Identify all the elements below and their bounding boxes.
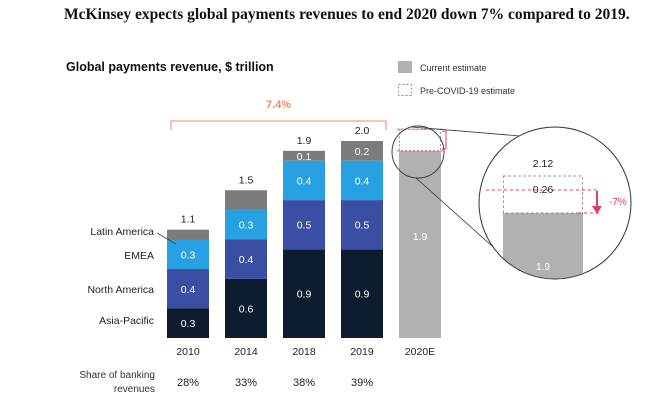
category-label-2019: 2019 bbox=[350, 346, 374, 358]
bar-asia-pacific-2018 bbox=[283, 249, 325, 338]
bar-latin-america-2019 bbox=[341, 141, 383, 161]
headline: McKinsey expects global payments revenue… bbox=[64, 6, 630, 23]
segment-label-latin-america-2018: 0.1 bbox=[297, 151, 312, 163]
category-label-2010: 2010 bbox=[176, 346, 200, 358]
segment-label-latin-america-2019: 0.2 bbox=[355, 146, 370, 158]
chart-title: Global payments revenue, $ trillion bbox=[66, 60, 274, 74]
zoom-callout: 2.12 0.26 1.9 -7% bbox=[391, 125, 632, 280]
share-values: 28% 33% 38% 39% bbox=[177, 377, 373, 389]
bars bbox=[167, 141, 441, 338]
pre-covid-gap-bracket bbox=[442, 130, 447, 150]
bar-latin-america-2010 bbox=[167, 229, 209, 240]
zoom-source-circle bbox=[391, 125, 445, 179]
share-value-2014: 33% bbox=[235, 377, 257, 389]
bar-emea-2010 bbox=[167, 239, 209, 270]
share-of-banking: Share of banking revenues 28% 33% 38% 39% bbox=[79, 370, 373, 395]
change-label: -7% bbox=[609, 197, 627, 208]
bar-emea-2018 bbox=[283, 160, 325, 201]
category-labels: 2010 2014 2018 2019 2020E bbox=[176, 346, 435, 358]
segment-label-emea-2018: 0.4 bbox=[297, 175, 312, 187]
bar-current-estimate-2020e bbox=[399, 150, 441, 338]
legend-label-pre-covid: Pre-COVID-19 estimate bbox=[420, 86, 515, 96]
segment-labels: 0.3 0.4 0.3 0.6 0.4 0.3 0.9 0.5 0.4 0.1 0.9 0.5 0.4 0… bbox=[181, 146, 428, 330]
bar-emea-2014 bbox=[225, 209, 267, 240]
zoom-connector-top bbox=[411, 126, 521, 137]
zoom-current-value-label: 1.9 bbox=[536, 262, 550, 273]
series-labels: Asia-Pacific North America EMEA Latin Ameri… bbox=[87, 226, 177, 327]
segment-label-north-america-2010: 0.4 bbox=[181, 284, 196, 296]
total-label-2019: 2.0 bbox=[355, 125, 370, 137]
pre-covid-estimate-marker bbox=[397, 128, 447, 152]
bar-asia-pacific-2010 bbox=[167, 308, 209, 338]
total-label-2018: 1.9 bbox=[297, 135, 312, 147]
total-label-2010: 1.1 bbox=[181, 214, 196, 226]
share-label-line1: Share of banking bbox=[79, 370, 155, 381]
bar-asia-pacific-2019 bbox=[341, 249, 383, 338]
share-value-2010: 28% bbox=[177, 377, 199, 389]
growth-rate-label: 7.4% bbox=[266, 99, 291, 111]
segment-label-emea-2019: 0.4 bbox=[355, 175, 370, 187]
segment-label-asia-pacific-2010: 0.3 bbox=[181, 318, 196, 330]
segment-label-asia-pacific-2014: 0.6 bbox=[239, 303, 254, 315]
category-label-2018: 2018 bbox=[292, 346, 316, 358]
share-value-2018: 38% bbox=[293, 377, 315, 389]
legend-swatch-current bbox=[398, 61, 412, 73]
zoom-current-estimate-bar bbox=[503, 213, 583, 279]
bar-north-america-2010 bbox=[167, 269, 209, 309]
zoom-pre-covid-total-label: 2.12 bbox=[533, 158, 554, 170]
series-label-north-america: North America bbox=[87, 284, 154, 296]
share-label-line2: revenues bbox=[114, 384, 155, 395]
zoom-circle-outline bbox=[478, 126, 632, 280]
growth-bracket-line bbox=[170, 120, 387, 130]
bar-latin-america-2018 bbox=[283, 150, 325, 161]
segment-label-emea-2010: 0.3 bbox=[181, 249, 196, 261]
segment-label-north-america-2019: 0.5 bbox=[355, 220, 370, 232]
segment-label-asia-pacific-2019: 0.9 bbox=[355, 289, 370, 301]
segment-label-current-estimate-2020e: 1.9 bbox=[413, 231, 428, 243]
series-label-emea: EMEA bbox=[124, 250, 154, 262]
legend-label-current: Current estimate bbox=[420, 63, 487, 73]
bar-asia-pacific-2014 bbox=[225, 278, 267, 338]
growth-bracket: 7.4% bbox=[170, 99, 387, 130]
zoom-inner: 2.12 0.26 1.9 bbox=[486, 158, 600, 279]
legend-swatch-pre-covid bbox=[398, 84, 412, 96]
bar-emea-2019 bbox=[341, 160, 383, 201]
bar-north-america-2014 bbox=[225, 239, 267, 279]
share-value-2019: 39% bbox=[351, 377, 373, 389]
legend: Current estimate Pre-COVID-19 estimate bbox=[398, 61, 515, 96]
category-label-2020e: 2020E bbox=[405, 346, 435, 358]
total-label-2014: 1.5 bbox=[239, 174, 254, 186]
zoom-gap-label: 0.26 bbox=[533, 184, 554, 196]
zoom-decline-arrow-head bbox=[592, 206, 602, 214]
bar-north-america-2019 bbox=[341, 200, 383, 250]
segment-label-north-america-2018: 0.5 bbox=[297, 220, 312, 232]
segment-label-emea-2014: 0.3 bbox=[239, 220, 254, 232]
segment-label-north-america-2014: 0.4 bbox=[239, 254, 254, 266]
bar-latin-america-2014 bbox=[225, 190, 267, 210]
category-label-2014: 2014 bbox=[234, 346, 258, 358]
zoom-pre-covid-outline bbox=[503, 175, 583, 214]
segment-label-asia-pacific-2018: 0.9 bbox=[297, 289, 312, 301]
total-labels: 1.1 1.5 1.9 2.0 bbox=[181, 125, 370, 226]
series-label-asia-pacific: Asia-Pacific bbox=[99, 315, 154, 327]
pre-covid-estimate-outline bbox=[399, 128, 441, 152]
series-label-latin-america: Latin America bbox=[90, 226, 154, 238]
bar-north-america-2018 bbox=[283, 200, 325, 250]
latin-america-leader-line bbox=[156, 232, 177, 245]
